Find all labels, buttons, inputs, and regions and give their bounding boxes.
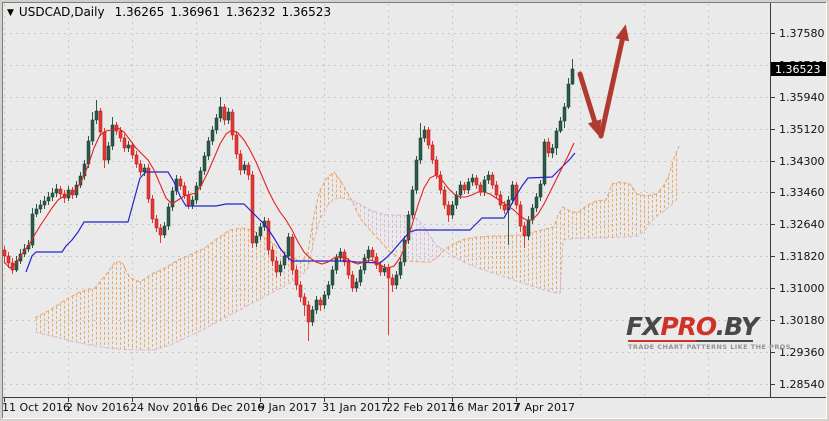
logo-tagline: TRADE CHART PATTERNS LIKE THE PROS (628, 343, 791, 351)
senkou-span-a-line (34, 145, 680, 319)
current-price-label: 1.36523 (775, 63, 821, 76)
date-axis-label: 2 Nov 2016 (66, 401, 129, 414)
price-axis-label: 1.33460 (779, 186, 825, 199)
tenkan-sen-line (3, 127, 575, 269)
symbol-dropdown-icon[interactable]: ▼ (7, 8, 14, 18)
quote-low: 1.36232 (225, 5, 276, 19)
price-axis-label: 1.31000 (779, 282, 825, 295)
fxpro-by-logo-text: FXPRO.BY (626, 312, 759, 341)
date-axis-label: 16 Mar 2017 (450, 401, 520, 414)
chart-title-bar: ▼ USDCAD,Daily 1.36265 1.36961 1.36232 1.3652… (7, 5, 337, 19)
ichimoku-cloud (34, 145, 680, 351)
date-axis-label: 11 Oct 2016 (2, 401, 70, 414)
symbol-period-label: USDCAD,Daily (18, 5, 105, 19)
price-axis-label: 1.37580 (779, 27, 825, 40)
axes: 1.375801.367601.359401.351201.343001.334… (2, 3, 826, 414)
current-price-tag: 1.36523 (771, 62, 826, 76)
quote-open: 1.36265 (114, 5, 165, 19)
price-axis-label: 1.31820 (779, 250, 825, 263)
price-axis-label: 1.29360 (779, 346, 825, 359)
date-axis-label: 22 Feb 2017 (386, 401, 454, 414)
grid (4, 4, 769, 396)
price-axis-label: 1.28540 (779, 378, 825, 391)
date-axis-label: 16 Dec 2016 (194, 401, 264, 414)
quote-high: 1.36961 (170, 5, 220, 19)
trend-arrows-annotation (577, 24, 630, 139)
date-axis-label: 24 Nov 2016 (130, 401, 200, 414)
date-axis-label: 9 Jan 2017 (258, 401, 317, 414)
quote-close: 1.36523 (281, 5, 332, 19)
date-axis-label: 31 Jan 2017 (322, 401, 388, 414)
indicator-lines (3, 127, 576, 273)
price-axis-label: 1.30180 (779, 314, 825, 327)
price-axis-label: 1.35940 (779, 91, 825, 104)
price-axis-label: 1.34300 (779, 155, 825, 168)
fxpro-by-watermark: FXPRO.BY TRADE CHART PATTERNS LIKE THE P… (626, 312, 791, 352)
price-axis-label: 1.32640 (779, 218, 825, 231)
senkou-span-b-line (34, 196, 680, 351)
date-axis-label: 7 Apr 2017 (514, 401, 575, 414)
logo-divider-line (628, 340, 753, 342)
price-axis-label: 1.35120 (779, 123, 825, 136)
